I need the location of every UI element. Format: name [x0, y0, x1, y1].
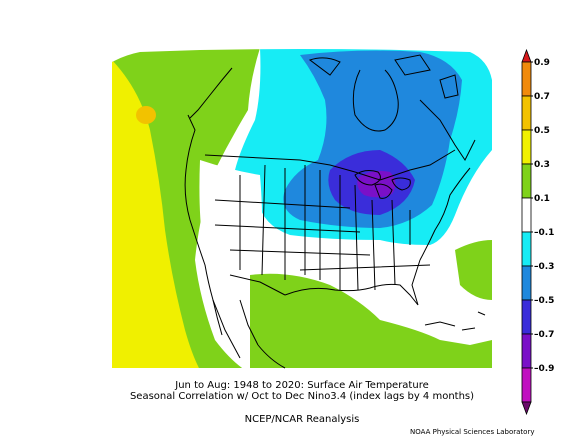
colorbar-tick-label: 0.3	[534, 160, 550, 170]
violet-region	[357, 170, 396, 198]
colorbar-tick-label: –0.1	[534, 228, 554, 238]
caption-subtitle: Seasonal Correlation w/ Oct to Dec Nino3…	[129, 391, 475, 402]
colorbar-tick-label: –0.7	[534, 330, 554, 340]
colorbar-swatch	[521, 265, 532, 301]
caption-source: NCEP/NCAR Reanalysis	[244, 414, 360, 425]
colorbar-swatch	[521, 197, 532, 233]
colorbar-swatch	[521, 299, 532, 335]
white-region-us	[199, 160, 440, 300]
colorbar-tick-label: –0.3	[534, 262, 554, 272]
colorbar-swatch	[521, 95, 532, 131]
colorbar-tick-label: –0.9	[534, 364, 554, 374]
green-region-south	[250, 273, 492, 368]
credit-label: NOAA Physical Sciences Laboratory	[410, 428, 535, 436]
colorbar-swatch	[521, 163, 532, 199]
colorbar-top-arrow	[521, 48, 532, 63]
yellow-region-pacific	[112, 60, 200, 368]
colorbar-swatch	[521, 367, 532, 403]
colorbar-swatch	[521, 129, 532, 165]
green-region-atlantic	[455, 240, 492, 300]
colorbar-tick-label: 0.9	[534, 58, 550, 68]
plot-area	[112, 49, 492, 368]
colorbar-tick-label: –0.5	[534, 296, 554, 306]
blue-region-core	[283, 50, 462, 228]
colorbar-bottom-arrow	[521, 401, 532, 416]
map-outlines	[184, 54, 486, 369]
orange-spot	[136, 106, 156, 124]
colorbar-swatch	[521, 333, 532, 369]
colorbar-swatch	[521, 231, 532, 267]
colorbar-tick-label: 0.7	[534, 92, 550, 102]
caption-title: Jun to Aug: 1948 to 2020: Surface Air Te…	[175, 380, 429, 391]
colorbar-tick-label: 0.5	[534, 126, 550, 136]
colorbar: 0.9 0.7 0.5 0.3 0.1 –0.1 –0.3 –0.5 –0.7 –0.9	[521, 48, 554, 416]
colorbar-swatch	[521, 61, 532, 97]
colorbar-tick-label: 0.1	[534, 194, 550, 204]
